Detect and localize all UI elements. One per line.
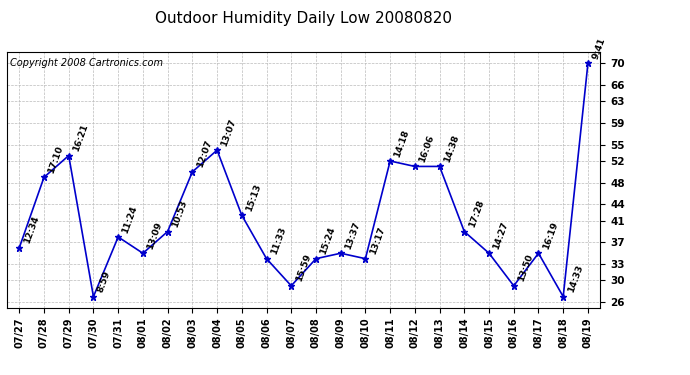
Text: 16:06: 16:06 <box>417 134 436 164</box>
Text: 16:19: 16:19 <box>541 220 560 251</box>
Text: 13:09: 13:09 <box>146 220 164 251</box>
Text: 16:21: 16:21 <box>72 123 90 153</box>
Text: 15:24: 15:24 <box>319 226 337 256</box>
Text: 12:34: 12:34 <box>22 215 40 245</box>
Text: 11:33: 11:33 <box>269 226 288 256</box>
Text: 17:28: 17:28 <box>467 199 485 229</box>
Text: 17:10: 17:10 <box>47 144 65 174</box>
Text: 13:50: 13:50 <box>517 253 535 283</box>
Text: 13:17: 13:17 <box>368 226 386 256</box>
Text: 13:37: 13:37 <box>344 220 362 251</box>
Text: 10:53: 10:53 <box>170 199 188 229</box>
Text: 14:27: 14:27 <box>492 220 510 251</box>
Text: Outdoor Humidity Daily Low 20080820: Outdoor Humidity Daily Low 20080820 <box>155 11 452 26</box>
Text: 9:41: 9:41 <box>591 36 607 61</box>
Text: 8:59: 8:59 <box>96 270 112 294</box>
Text: Copyright 2008 Cartronics.com: Copyright 2008 Cartronics.com <box>10 58 163 68</box>
Text: 14:38: 14:38 <box>442 134 461 164</box>
Text: 15:59: 15:59 <box>294 253 313 283</box>
Text: 11:24: 11:24 <box>121 204 139 234</box>
Text: 15:13: 15:13 <box>244 183 263 213</box>
Text: 14:18: 14:18 <box>393 128 411 158</box>
Text: 12:07: 12:07 <box>195 139 213 169</box>
Text: 14:33: 14:33 <box>566 264 584 294</box>
Text: 13:07: 13:07 <box>220 117 238 147</box>
